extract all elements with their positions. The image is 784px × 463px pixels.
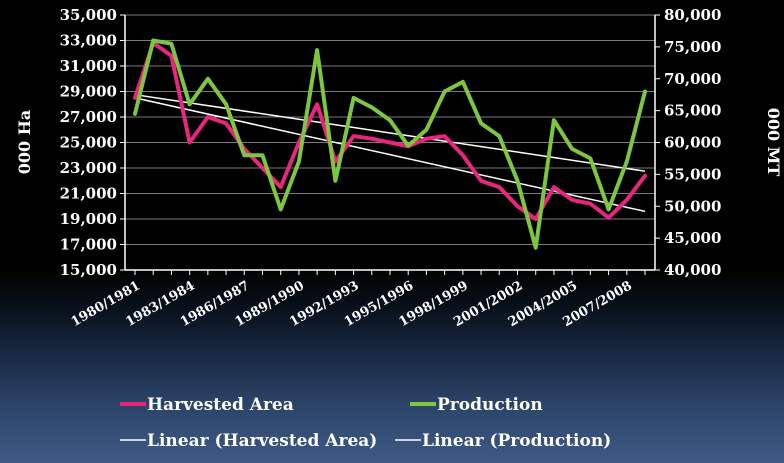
legend: Harvested Area Production Linear (Harveste… bbox=[120, 395, 611, 451]
x-axis-ticks: 1980/19811983/19841986/19871989/19901992… bbox=[69, 278, 635, 330]
legend-label: Linear (Harvested Area) bbox=[147, 431, 377, 451]
legend-label: Harvested Area bbox=[147, 395, 294, 415]
y2-tick-label: 65,000 bbox=[664, 102, 721, 120]
series-line-harvested-area bbox=[133, 41, 647, 221]
y2-tick-label: 55,000 bbox=[664, 165, 721, 183]
y-tick-label: 23,000 bbox=[60, 159, 117, 177]
y-tick-label: 35,000 bbox=[60, 6, 117, 24]
y-tick-label: 31,000 bbox=[60, 57, 117, 75]
trend-line-production bbox=[134, 93, 646, 172]
axes bbox=[120, 14, 660, 275]
right-axis-ticks: 40,000 45,000 50,000 55,000 60,000 65,000 70,0… bbox=[664, 6, 721, 279]
y-tick-label: 29,000 bbox=[60, 83, 117, 101]
series-line-production bbox=[133, 38, 647, 250]
y-tick-label: 33,000 bbox=[60, 32, 117, 50]
y2-tick-label: 50,000 bbox=[664, 197, 721, 215]
y2-tick-label: 70,000 bbox=[664, 70, 721, 88]
y2-tick-label: 60,000 bbox=[664, 134, 721, 152]
y2-tick-label: 75,000 bbox=[664, 38, 721, 56]
y-tick-label: 27,000 bbox=[60, 108, 117, 126]
y-tick-label: 25,000 bbox=[60, 134, 117, 152]
y2-tick-label: 80,000 bbox=[664, 6, 721, 24]
y2-tick-label: 45,000 bbox=[664, 229, 721, 247]
y-axis-title: 000 Ha bbox=[15, 110, 34, 174]
y-tick-label: 19,000 bbox=[60, 210, 117, 228]
y-tick-label: 15,000 bbox=[60, 261, 117, 279]
legend-label: Production bbox=[437, 395, 543, 415]
legend-label: Linear (Production) bbox=[422, 431, 611, 451]
y-tick-label: 17,000 bbox=[60, 236, 117, 254]
gridlines bbox=[125, 14, 655, 271]
left-axis-ticks: 15,000 17,000 19,000 21,000 23,000 25,000 27,0… bbox=[60, 6, 117, 279]
y-tick-label: 21,000 bbox=[60, 185, 117, 203]
y2-tick-label: 40,000 bbox=[664, 261, 721, 279]
series-lines bbox=[133, 38, 647, 250]
y2-axis-title: 000 MT bbox=[764, 108, 783, 177]
